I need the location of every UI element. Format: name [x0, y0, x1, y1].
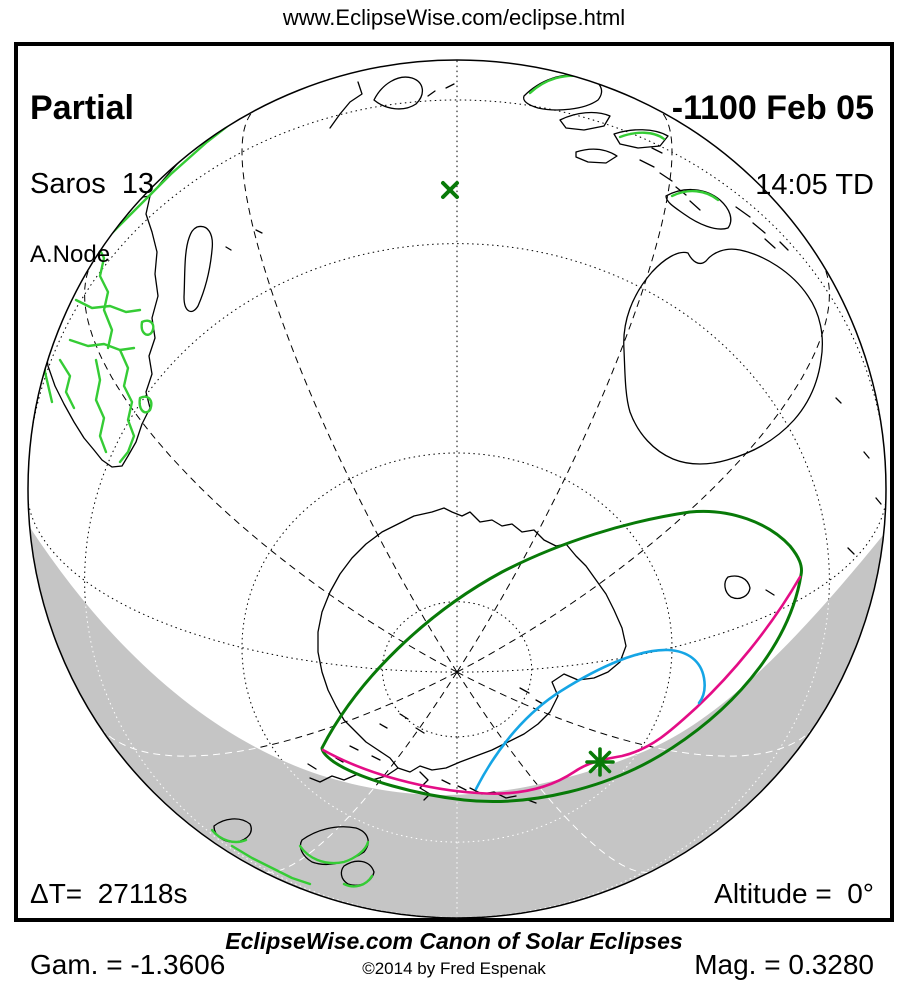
eclipse-info-bottom-left: ΔT= 27118s Gam. = -1.3606 [30, 845, 225, 1004]
globe-rim [27, 59, 887, 919]
antarctic-peninsula [309, 767, 537, 804]
melanesia-islets [735, 206, 789, 251]
graticule-dotted-line [84, 526, 830, 918]
greatest-eclipse-asterisk-icon [585, 747, 615, 777]
node-label: A.Node [30, 241, 111, 269]
nz-south-island [299, 826, 369, 866]
antarctica [317, 507, 627, 773]
globe-disk [28, 60, 886, 918]
footer-copyright: ©2014 by Fred Espenak [362, 959, 546, 978]
night-shadow-region [29, 526, 884, 918]
graticule-dotted-line [381, 601, 533, 738]
africa-lake-2 [138, 395, 153, 414]
rise-set-boundary-curve [474, 648, 706, 791]
borneo-highlight [618, 131, 666, 141]
madagascar [183, 225, 214, 313]
nz-south-highlight [298, 840, 370, 865]
africa-borders-3 [68, 338, 136, 352]
gamma-value: Gam. = -1.3606 [30, 949, 226, 981]
africa-lake-1 [140, 319, 155, 336]
magnitude-value: Mag. = 0.3280 [694, 949, 874, 981]
eclipse-info-top-right: -1100 Feb 05 14:05 TD [672, 56, 874, 234]
celebes [575, 148, 618, 164]
subantarctic-coast-highlight [230, 844, 312, 886]
australia [623, 248, 824, 465]
map-frame-border [14, 42, 894, 922]
nz-north-highlight [342, 874, 374, 888]
graticule-dotted-line [456, 488, 886, 673]
eclipse-date: -1100 Feb 05 [671, 88, 874, 127]
tasman-islets [765, 397, 886, 596]
java [559, 111, 611, 131]
auckland-highlight [210, 828, 248, 844]
mascarene-islets [225, 229, 263, 251]
altitude-value: Altitude = 0° [714, 877, 874, 909]
eclipse-time: 14:05 TD [755, 168, 874, 201]
eclipse-info-bottom-right: Altitude = 0° Mag. = 0.3280 [694, 845, 874, 1004]
graticule-dotted-line [28, 488, 458, 673]
africa-borders-4 [94, 358, 108, 454]
new-guinea-highlight [670, 189, 720, 202]
antarctic-islets [307, 687, 544, 791]
africa-borders-5 [118, 348, 136, 464]
arabia-coast [329, 81, 363, 129]
africa-borders-1 [94, 240, 114, 350]
header-url: www.EclipseWise.com/eclipse.html [282, 5, 626, 30]
tasmania [724, 575, 751, 600]
graticule-dashed-line [456, 107, 673, 673]
india-coast [373, 76, 423, 110]
indochina-islets [427, 83, 455, 97]
footer-title: EclipseWise.com Canon of Solar Eclipses [225, 928, 683, 954]
delta-t-value: ΔT= 27118s [30, 877, 188, 909]
africa-borders-6 [58, 358, 76, 410]
eclipse-type-label: Partial [30, 88, 134, 127]
eclipse-info-top-left: Partial Saros 13 A.Node [30, 56, 154, 302]
subsolar-x-icon [441, 181, 459, 199]
borneo [613, 129, 669, 149]
africa-borders-2 [74, 298, 142, 314]
penumbra-limit-curve [320, 509, 803, 803]
graticule-dashed-line [241, 107, 458, 673]
saros-series-label: Saros 13 [30, 167, 155, 200]
